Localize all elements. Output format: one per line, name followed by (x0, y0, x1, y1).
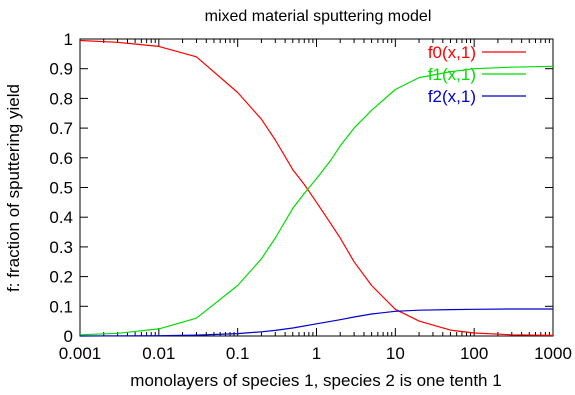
y-tick-label: 0.7 (49, 119, 73, 138)
x-tick-label: 0.01 (142, 344, 175, 363)
y-tick-label: 0.6 (49, 149, 73, 168)
y-tick-label: 0.5 (49, 179, 73, 198)
y-tick-label: 0 (64, 327, 73, 346)
x-axis-title: monolayers of species 1, species 2 is on… (130, 371, 501, 390)
series-line-0 (79, 39, 554, 336)
y-tick-label: 0.4 (49, 208, 73, 227)
y-tick-label: 0.8 (49, 89, 73, 108)
legend-label-2: f2(x,1) (428, 87, 476, 106)
y-tick-label: 0.1 (49, 297, 73, 316)
plot-frame (79, 38, 554, 337)
x-tick-label: 0.1 (226, 344, 250, 363)
x-tick-label: 0.001 (59, 344, 102, 363)
x-tick-label: 1000 (534, 344, 572, 363)
y-tick-label: 0.3 (49, 238, 73, 257)
series-lines (79, 39, 554, 337)
y-tick-label: 1 (64, 30, 73, 49)
legend: f0(x,1) f1(x,1) f2(x,1) (428, 43, 526, 106)
series-line-2 (79, 308, 553, 337)
x-tick-label: 10 (386, 344, 405, 363)
legend-label-1: f1(x,1) (428, 65, 476, 84)
chart-title: mixed material sputtering model (205, 8, 432, 25)
x-ticks: 0.001 0.01 0.1 1 10 100 1000 (59, 39, 572, 363)
y-tick-label: 0.9 (49, 60, 73, 79)
x-tick-label: 100 (460, 344, 488, 363)
y-tick-label: 0.2 (49, 268, 73, 287)
legend-label-0: f0(x,1) (428, 43, 476, 62)
series-line-1 (79, 65, 554, 336)
y-axis-title: f: fraction of sputtering yield (4, 84, 23, 292)
y-ticks: 0 0.1 0.2 0.3 0.4 0.5 0.6 0.7 0.8 0.9 1 (49, 30, 553, 346)
x-tick-label: 1 (312, 344, 321, 363)
